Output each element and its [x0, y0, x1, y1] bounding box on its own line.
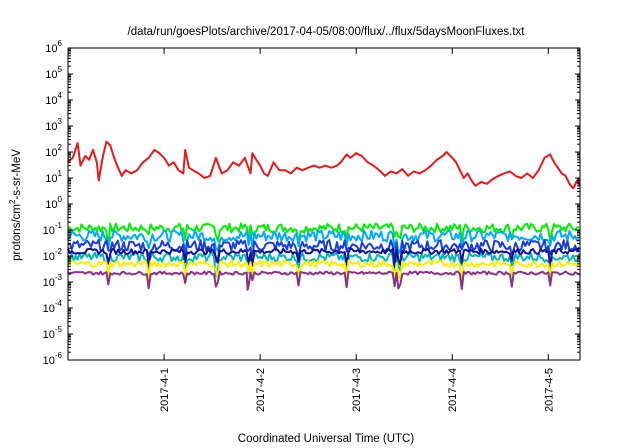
- series-line-3: [67, 229, 580, 255]
- y-tick-label: 103: [45, 117, 62, 133]
- x-tick-label: 2017-4-1: [159, 368, 171, 412]
- x-tick-label: 2017-4-4: [447, 368, 459, 412]
- y-tick-label: 104: [45, 91, 62, 107]
- chart-title: /data/run/goesPlots/archive/2017-04-05/0…: [128, 26, 526, 38]
- plot-area: [67, 140, 581, 291]
- y-axis-label: protons/cm2-s-sr-MeV: [8, 149, 23, 261]
- series-line-4: [67, 238, 580, 265]
- y-tick-label: 105: [45, 65, 62, 81]
- y-tick-label: 100: [45, 195, 62, 211]
- x-axis: 2017-4-1 2017-4-2 2017-4-3 2017-4-4 2017-4-5: [159, 48, 555, 412]
- series-line-7: [67, 259, 580, 283]
- x-tick-label: 2017-4-2: [255, 368, 267, 412]
- y-tick-label: 10-2: [43, 247, 63, 263]
- y-tick-label: 10-4: [43, 299, 63, 315]
- series-line-5: [67, 251, 580, 278]
- y-tick-label: 102: [45, 143, 62, 159]
- y-tick-label: 106: [45, 39, 62, 55]
- series-line-1: [67, 140, 581, 190]
- y-tick-label: 10-3: [43, 273, 63, 289]
- series-line-2: [67, 222, 580, 249]
- plot-frame: [67, 47, 581, 361]
- y-tick-label: 10-1: [43, 221, 63, 237]
- x-tick-label: 2017-4-5: [543, 368, 555, 412]
- y-tick-label: 10-6: [43, 351, 63, 367]
- y-tick-label: 101: [45, 169, 62, 185]
- series-line-6: [67, 247, 580, 268]
- y-axis: 10-6 10-5 10-4 10-3 10-2 10-1 100 101 102 103 104 1…: [43, 39, 580, 367]
- x-tick-label: 2017-4-3: [351, 368, 363, 412]
- series-line-8: [67, 270, 580, 291]
- x-axis-label: Coordinated Universal Time (UTC): [238, 433, 415, 445]
- y-tick-label: 10-5: [43, 325, 63, 341]
